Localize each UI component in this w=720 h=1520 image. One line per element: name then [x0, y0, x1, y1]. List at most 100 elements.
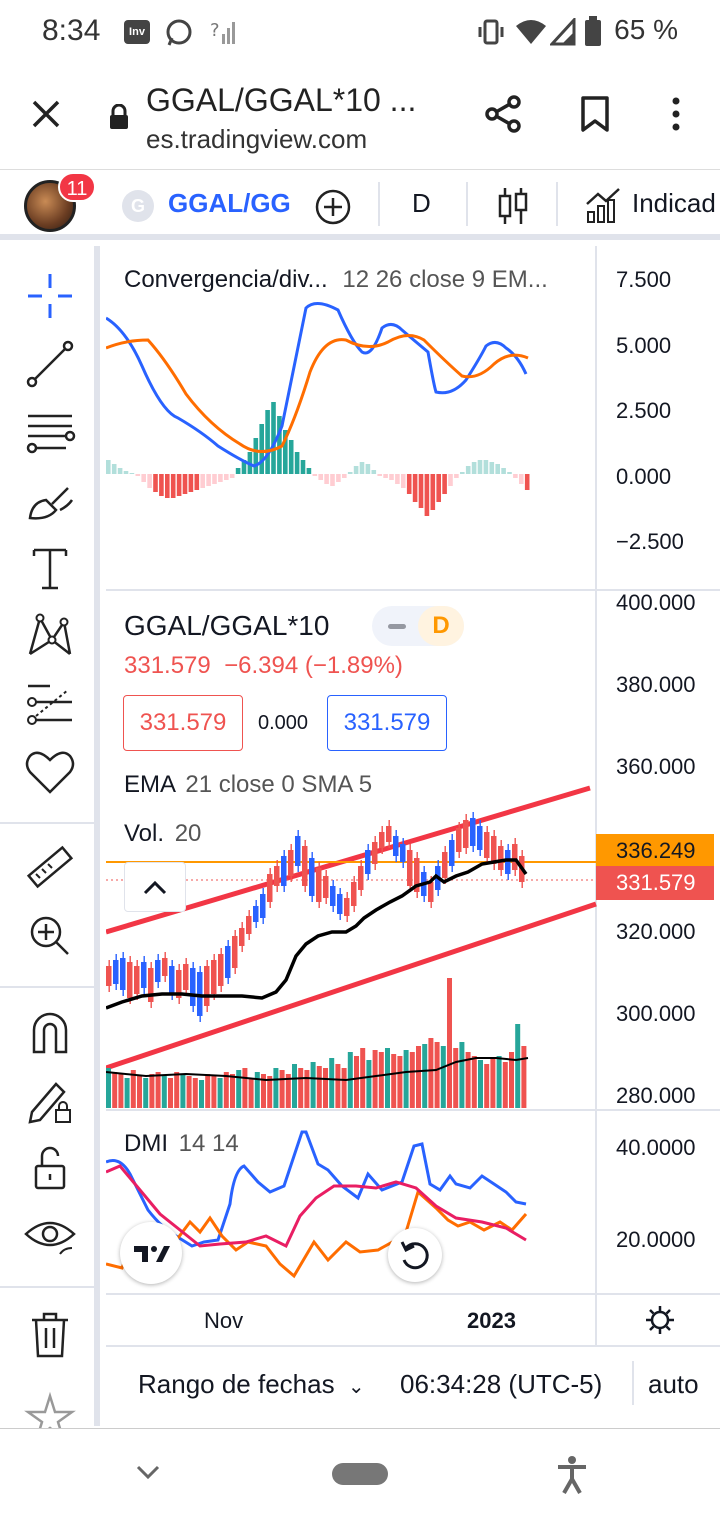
accessibility-icon[interactable]	[556, 1455, 588, 1495]
chart-area[interactable]	[106, 246, 720, 1426]
volume-bar	[416, 1046, 421, 1108]
volume-bar	[298, 1068, 304, 1108]
ema-legend[interactable]: EMA 21 close 0 SMA 5	[124, 771, 372, 799]
volume-bar	[391, 1054, 397, 1108]
volume-legend[interactable]: Vol. 20	[124, 820, 201, 848]
time-label-nov: Nov	[204, 1308, 244, 1333]
page-url[interactable]: es.tradingview.com	[146, 124, 368, 154]
volume-bar	[490, 1058, 496, 1108]
chevron-down-icon[interactable]	[136, 1465, 160, 1481]
sell-button[interactable]: 331.579	[123, 695, 243, 751]
orange-price-label: 336.249	[596, 834, 714, 868]
candle-body	[365, 850, 371, 874]
magnet-icon[interactable]	[22, 1004, 78, 1060]
macd-histogram-bar	[347, 472, 353, 474]
collapse-legend-button[interactable]	[124, 862, 186, 912]
macd-histogram-bar	[365, 464, 371, 474]
lock-drawings-icon[interactable]	[22, 1072, 78, 1128]
avatar[interactable]	[24, 180, 76, 232]
volume-bar	[403, 1050, 409, 1108]
buy-button[interactable]: 331.579	[327, 695, 447, 751]
ruler-icon[interactable]	[22, 840, 78, 896]
candle-body	[113, 960, 119, 984]
indicators-button[interactable]: Indicad	[632, 188, 716, 218]
candle-body	[477, 826, 483, 850]
macd-histogram-bar	[401, 474, 406, 488]
chevron-up-icon	[143, 880, 167, 895]
channel-upper	[106, 785, 591, 935]
candle-body	[379, 832, 385, 848]
price-change: 331.579 −6.394 (−1.89%)	[124, 652, 403, 680]
channel-lower	[106, 901, 597, 1071]
settings-gear-icon[interactable]	[644, 1304, 676, 1336]
fib-retracement-icon[interactable]	[22, 404, 78, 460]
macd-histogram-bar	[389, 474, 394, 480]
favorites-heart-icon[interactable]	[22, 744, 78, 800]
interval-button[interactable]: D	[412, 188, 431, 218]
trend-line-icon[interactable]	[22, 336, 78, 392]
volume-bar	[217, 1078, 223, 1108]
macd-histogram-bar	[188, 474, 194, 492]
macd-histogram-bar	[477, 460, 483, 474]
volume-ma-line	[106, 1057, 529, 1082]
volume-bar	[304, 1070, 310, 1108]
dmi-legend[interactable]: DMI 14 14	[124, 1130, 239, 1158]
crosshair-icon[interactable]	[22, 268, 78, 324]
macd-title[interactable]: Convergencia/div... 12 26 close 9 EM...	[124, 266, 548, 294]
macd-histogram-bar	[460, 472, 465, 474]
volume-bar	[447, 978, 452, 1108]
clock-timezone[interactable]: 06:34:28 (UTC-5)	[400, 1369, 603, 1399]
home-pill[interactable]	[332, 1463, 388, 1485]
volume-bar	[124, 1078, 130, 1108]
dmi-params: 14 14	[178, 1130, 239, 1157]
volume-bar	[161, 1076, 167, 1108]
macd-histogram-bar	[330, 474, 335, 486]
close-icon[interactable]	[30, 98, 62, 130]
date-range-button[interactable]: Rango de fechas ⌄	[138, 1369, 365, 1400]
share-icon[interactable]	[484, 94, 524, 134]
macd-histogram-bar	[353, 466, 359, 474]
brush-icon[interactable]	[22, 472, 78, 528]
auto-scale-button[interactable]: auto	[648, 1369, 699, 1399]
macd-histogram-bar	[288, 440, 294, 474]
unlock-icon[interactable]	[22, 1140, 78, 1196]
candle-body	[337, 894, 343, 914]
indicators-icon[interactable]	[584, 186, 622, 224]
macd-histogram-bar	[159, 474, 164, 496]
macd-histogram-bar	[153, 474, 158, 492]
volume-bar	[509, 1052, 514, 1108]
macd-histogram-bar	[283, 430, 288, 474]
candle-body	[190, 968, 196, 1006]
tradingview-logo[interactable]	[120, 1222, 182, 1284]
volume-bar	[428, 1038, 434, 1108]
macd-histogram-bar	[489, 462, 495, 474]
more-options-icon[interactable]	[668, 96, 684, 132]
macd-histogram-bar	[318, 474, 323, 480]
zoom-in-icon[interactable]	[22, 908, 78, 964]
market-status-pill[interactable]: D	[372, 606, 464, 646]
volume-bar	[112, 1072, 118, 1108]
macd-histogram-bar	[123, 471, 129, 474]
volume-bar	[341, 1068, 347, 1108]
symbol-search-button[interactable]: GGAL/GG	[168, 188, 291, 218]
macd-histogram-bar	[406, 474, 412, 494]
candle-body	[281, 856, 287, 886]
bookmark-icon[interactable]	[580, 96, 610, 132]
macd-histogram	[106, 402, 530, 516]
text-tool-icon[interactable]	[22, 540, 78, 596]
pattern-icon[interactable]	[22, 608, 78, 664]
macd-histogram-bar	[241, 460, 247, 474]
macd-histogram-bar	[395, 474, 400, 484]
volume-bar	[223, 1072, 229, 1108]
trash-icon[interactable]	[22, 1306, 78, 1362]
replay-button[interactable]	[388, 1228, 442, 1282]
candle-body	[505, 850, 511, 874]
notification-badge: 11	[58, 172, 96, 202]
candles-icon[interactable]	[496, 186, 530, 226]
dmi-label: DMI	[124, 1130, 168, 1157]
hide-drawings-eye-icon[interactable]	[22, 1208, 78, 1264]
svg-text:?: ?	[210, 20, 220, 41]
main-symbol[interactable]: GGAL/GGAL*10	[124, 610, 330, 641]
forecast-icon[interactable]	[22, 676, 78, 732]
compare-add-icon[interactable]	[314, 188, 352, 226]
